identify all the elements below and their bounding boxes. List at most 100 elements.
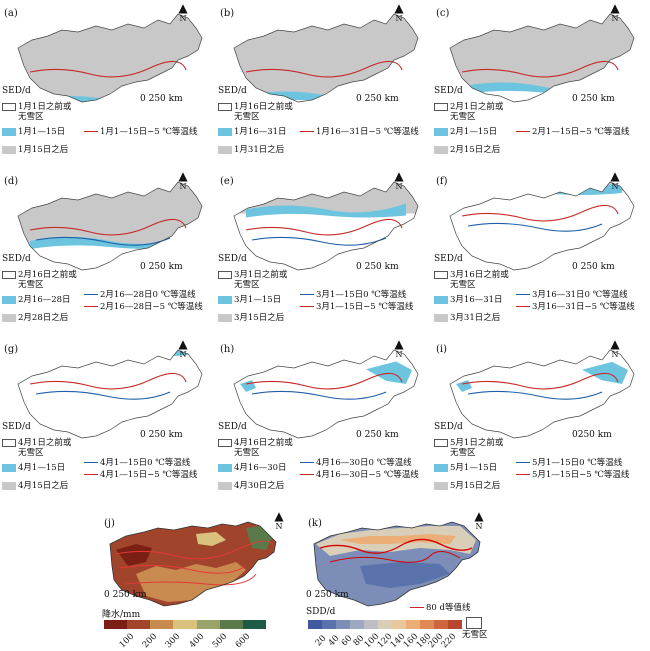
legend-blue: 2月1—15日 — [434, 127, 497, 137]
legend-gray: 1月31日之后 — [218, 145, 284, 155]
colorbar-tick: 100 — [117, 631, 137, 651]
legend-isotherm-1: 3月1—15日0 ℃等温线 — [300, 290, 406, 300]
colorbar-swatch — [322, 620, 336, 629]
legend-isotherm-1: 1月16—31日−5 ℃等温线 — [300, 127, 419, 137]
legend-no-snow: 1月1日之前或无雪区 — [2, 102, 78, 122]
legend-gray: 1月15日之后 — [2, 145, 68, 155]
legend-isotherm-2: 4月16—30日−5 ℃等温线 — [300, 470, 419, 480]
no-snow-swatch — [466, 617, 482, 629]
colorbar-swatch — [350, 620, 364, 629]
legend-gray: 3月31日之后 — [434, 313, 500, 323]
colorbar-swatch — [150, 620, 174, 629]
colorbar-tick: 220 — [439, 631, 459, 651]
colorbar-tick: 600 — [233, 631, 253, 651]
colorbar-swatch — [127, 620, 151, 629]
legend-isotherm-1: 5月1—15日0 ℃等温线 — [516, 458, 622, 468]
panel-e: (e) ▲ N SED/d 0 250 km 3月1日之前或无雪区 3月1—15日 3月15日… — [216, 168, 432, 336]
snow-map — [17, 13, 203, 103]
panel-h: (h) ▲ N SED/d 0 250 km 4月16日之前或无雪区 4月16—30日 4月3… — [216, 336, 432, 504]
panel-label: (d) — [4, 176, 19, 187]
colorbar-swatch — [448, 620, 462, 629]
legend-no-snow: 1月16日之前或无雪区 — [218, 102, 294, 122]
colorbar-swatch — [364, 620, 378, 629]
colorbar-title: 降水/mm — [102, 610, 141, 620]
legend-isotherm-1: 2月1—15日−5 ℃等温线 — [516, 127, 629, 137]
panel-d: (d) ▲ N SED/d 0 250 km 2月16日之前或无雪区 2月16—28日 2月2… — [0, 168, 216, 336]
legend-blue: 1月1—15日 — [2, 127, 65, 137]
scale-bar: 0250 km — [572, 430, 612, 440]
colorbar-swatch — [242, 620, 266, 629]
scale-bar: 0 250 km — [356, 262, 399, 272]
legend-gray: 4月15日之后 — [2, 481, 68, 491]
legend-no-snow: 2月16日之前或无雪区 — [2, 270, 78, 290]
scale-bar: 0 250 km — [140, 262, 183, 272]
panel-label: (j) — [104, 518, 115, 529]
panel-c: (c) ▲ N SED/d 0 250 km 2月1日之前或无雪区 2月1—15日 2月15日… — [432, 0, 648, 168]
snow-map — [233, 349, 419, 439]
scale-bar: 0 250 km — [572, 94, 615, 104]
panel-label: (i) — [436, 344, 448, 355]
panel-label: (b) — [220, 8, 235, 19]
scale-bar: 0 250 km — [140, 430, 183, 440]
legend-blue: 5月1—15日 — [434, 463, 497, 473]
sed-title: SED/d — [2, 254, 31, 264]
legend-isotherm-1: 2月16—28日0 ℃等温线 — [84, 290, 196, 300]
north-arrow-icon: ▲ N — [610, 1, 620, 23]
colorbar-tick: 400 — [187, 631, 206, 651]
snow-map — [233, 181, 419, 271]
colorbar-swatch — [308, 620, 322, 629]
colorbar-swatch — [173, 620, 197, 629]
legend-gray: 2月28日之后 — [2, 313, 68, 323]
legend-no-snow: 3月1日之前或无雪区 — [218, 270, 294, 290]
colorbar-swatch — [336, 620, 350, 629]
colorbar-swatch — [104, 620, 128, 629]
north-arrow-icon: ▲ N — [610, 337, 620, 359]
panel-label: (a) — [4, 8, 18, 19]
legend-no-snow: 4月1日之前或无雪区 — [2, 438, 78, 458]
scale-bar: 0 250 km — [356, 430, 399, 440]
panel-label: (c) — [436, 8, 450, 19]
legend-blue: 4月1—15日 — [2, 463, 65, 473]
no-snow-label: 无雪区 — [462, 630, 488, 640]
panel-f: (f) ▲ N SED/d 0 250 km 3月16日之前或无雪区 3月16—31日 3月3… — [432, 168, 648, 336]
sed-title: SED/d — [218, 422, 247, 432]
snow-map — [17, 181, 203, 271]
colorbar-tick: 500 — [210, 631, 229, 651]
panel-i: (i) ▲ N SED/d 0250 km 5月1日之前或无雪区 5月1—15日 5月15日之… — [432, 336, 648, 504]
legend-isotherm-2: 3月1—15日−5 ℃等温线 — [300, 302, 413, 312]
legend-isotherm-1: 1月1—15日−5 ℃等温线 — [84, 127, 197, 137]
legend-no-snow: 4月16日之前或无雪区 — [218, 438, 294, 458]
colorbar-swatch — [196, 620, 220, 629]
colorbar-swatch — [378, 620, 392, 629]
scale-bar: 0 250 km — [306, 590, 349, 600]
legend-isotherm-2: 5月1—15日−5 ℃等温线 — [516, 470, 629, 480]
panel-label: (g) — [4, 344, 19, 355]
legend-isotherm-2: 3月16—31日−5 ℃等温线 — [516, 302, 635, 312]
colorbar-swatch — [392, 620, 406, 629]
legend-blue: 3月16—31日 — [434, 295, 503, 305]
legend-gray: 2月15日之后 — [434, 145, 500, 155]
panel-g: (g) ▲ N SED/d 0 250 km 4月1日之前或无雪区 4月1—15日 4月15日… — [0, 336, 216, 504]
north-arrow-icon: ▲ N — [274, 509, 284, 531]
legend-isotherm-2: 2月16—28日−5 ℃等温线 — [84, 302, 203, 312]
north-arrow-icon: ▲ N — [394, 337, 404, 359]
legend-blue: 2月16—28日 — [2, 295, 71, 305]
scale-bar: 0 250 km — [572, 262, 615, 272]
isoline-legend: 80 d等值线 — [410, 603, 470, 613]
legend-isotherm-1: 4月16—30日0 ℃等温线 — [300, 458, 412, 468]
colorbar-swatch — [420, 620, 434, 629]
sed-title: SED/d — [2, 422, 31, 432]
north-arrow-icon: ▲ N — [178, 1, 188, 23]
legend-isotherm-1: 4月1—15日0 ℃等温线 — [84, 458, 190, 468]
colorbar-swatch — [434, 620, 448, 629]
sdd-map — [313, 521, 481, 607]
precipitation-map — [109, 521, 277, 607]
colorbar-swatch — [406, 620, 420, 629]
panel-label: (k) — [308, 518, 322, 529]
precipitation-colorbar — [104, 620, 266, 629]
scale-bar: 0 250 km — [140, 94, 183, 104]
legend-isotherm-2: 4月1—15日−5 ℃等温线 — [84, 470, 197, 480]
legend-no-snow: 3月16日之前或无雪区 — [434, 270, 510, 290]
legend-isotherm-1: 3月16—31日0 ℃等温线 — [516, 290, 628, 300]
